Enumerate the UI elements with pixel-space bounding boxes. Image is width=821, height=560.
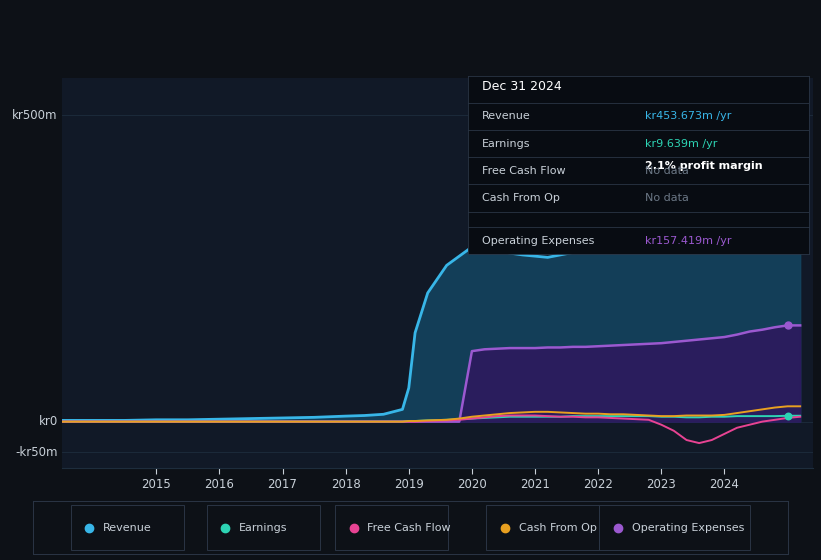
- Point: [781, 139, 794, 148]
- Text: Dec 31 2024: Dec 31 2024: [482, 80, 562, 93]
- Text: kr500m: kr500m: [12, 109, 57, 122]
- Text: kr0: kr0: [39, 415, 57, 428]
- Text: Revenue: Revenue: [103, 523, 152, 533]
- Text: Operating Expenses: Operating Expenses: [482, 236, 594, 245]
- Text: Earnings: Earnings: [482, 139, 530, 148]
- Text: kr157.419m /yr: kr157.419m /yr: [645, 236, 732, 245]
- Point: [781, 321, 794, 330]
- Point: [781, 411, 794, 420]
- Text: Operating Expenses: Operating Expenses: [632, 523, 744, 533]
- Text: Free Cash Flow: Free Cash Flow: [368, 523, 451, 533]
- Text: Revenue: Revenue: [482, 111, 530, 122]
- Text: kr453.673m /yr: kr453.673m /yr: [645, 111, 732, 122]
- Text: kr9.639m /yr: kr9.639m /yr: [645, 139, 718, 148]
- Text: Cash From Op: Cash From Op: [519, 523, 596, 533]
- Text: Earnings: Earnings: [239, 523, 287, 533]
- Text: No data: No data: [645, 193, 689, 203]
- Text: Free Cash Flow: Free Cash Flow: [482, 166, 565, 176]
- Text: No data: No data: [645, 166, 689, 176]
- Text: 2.1% profit margin: 2.1% profit margin: [645, 161, 763, 171]
- Text: Cash From Op: Cash From Op: [482, 193, 559, 203]
- Text: -kr50m: -kr50m: [16, 446, 57, 459]
